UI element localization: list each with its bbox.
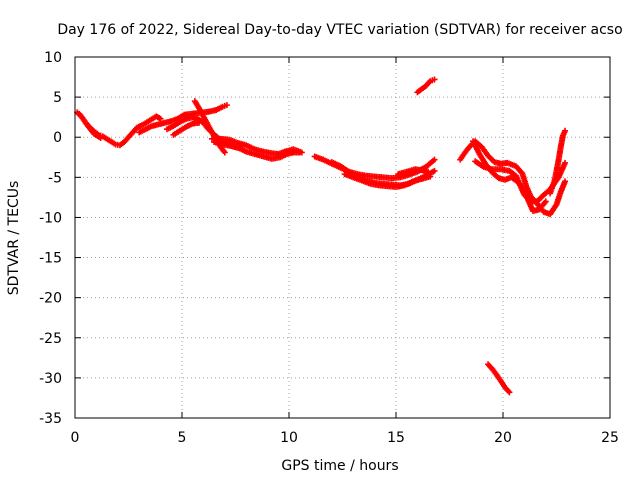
x-tick-label: 10: [280, 430, 298, 446]
data-point: [427, 173, 434, 180]
axis-ticks: 0 5 10 15 20 25 10 5 0 -5 -10 -15 -20 -25 -30 -35: [39, 50, 619, 446]
data-point: [223, 102, 230, 109]
y-tick-label: 10: [44, 50, 62, 66]
data-points: [74, 76, 569, 396]
data-point: [196, 119, 203, 126]
y-tick-label: 5: [53, 90, 62, 106]
y-tick-label: 0: [53, 130, 62, 146]
data-point: [542, 198, 549, 205]
y-tick-label: -35: [39, 411, 62, 427]
data-point: [431, 76, 438, 83]
y-axis-label: SDTVAR / TECUs: [6, 181, 22, 296]
x-axis-label: GPS time / hours: [281, 458, 398, 474]
data-point: [157, 115, 164, 122]
data-point: [431, 167, 438, 174]
plot-border: [74, 56, 611, 419]
data-point: [562, 178, 569, 185]
chart-title: Day 176 of 2022, Sidereal Day-to-day VTE…: [57, 22, 622, 38]
y-tick-label: -5: [48, 170, 62, 186]
y-tick-label: -25: [39, 331, 62, 347]
grid: [75, 57, 610, 418]
data-point: [298, 149, 305, 156]
data-point: [562, 159, 569, 166]
x-tick-label: 20: [494, 430, 512, 446]
y-tick-label: -30: [39, 371, 62, 387]
y-tick-label: -15: [39, 251, 62, 267]
data-point: [562, 127, 569, 134]
x-tick-label: 0: [71, 430, 80, 446]
data-point: [221, 149, 228, 156]
x-tick-label: 15: [387, 430, 405, 446]
y-tick-label: -20: [39, 291, 62, 307]
data-point: [506, 389, 513, 396]
data-point: [431, 156, 438, 163]
data-point: [97, 135, 104, 142]
x-tick-label: 25: [601, 430, 619, 446]
data-point: [425, 168, 432, 175]
y-tick-label: -10: [39, 210, 62, 226]
x-tick-label: 5: [178, 430, 187, 446]
